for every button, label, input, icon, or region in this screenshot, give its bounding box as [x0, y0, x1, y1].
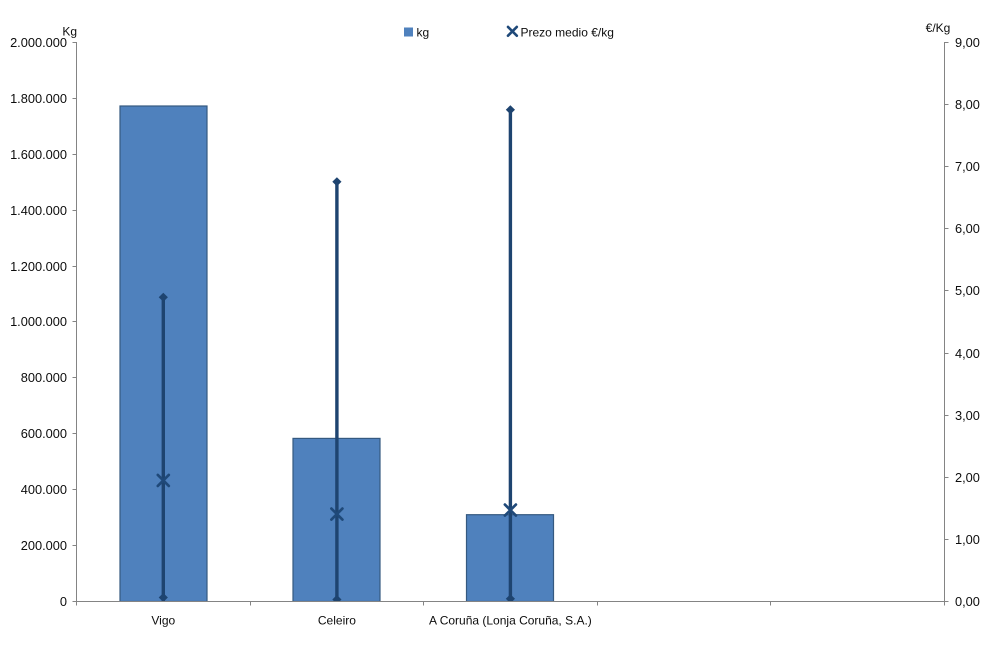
svg-text:1.600.000: 1.600.000: [10, 147, 67, 162]
svg-text:8,00: 8,00: [955, 97, 980, 112]
svg-text:2,00: 2,00: [955, 470, 980, 485]
svg-text:€/Kg: €/Kg: [926, 21, 951, 35]
svg-text:Kg: Kg: [62, 25, 77, 39]
svg-text:3,00: 3,00: [955, 408, 980, 423]
svg-text:800.000: 800.000: [21, 370, 67, 385]
svg-text:2.000.000: 2.000.000: [10, 35, 67, 50]
svg-text:A Coruña (Lonja Coruña, S.A.): A Coruña (Lonja Coruña, S.A.): [429, 614, 592, 628]
svg-text:600.000: 600.000: [21, 426, 67, 441]
svg-text:1,00: 1,00: [955, 532, 980, 547]
svg-text:200.000: 200.000: [21, 538, 67, 553]
svg-text:1.200.000: 1.200.000: [10, 259, 67, 274]
svg-text:6,00: 6,00: [955, 221, 980, 236]
svg-text:1.800.000: 1.800.000: [10, 91, 67, 106]
svg-text:5,00: 5,00: [955, 283, 980, 298]
svg-text:1.400.000: 1.400.000: [10, 203, 67, 218]
svg-text:Vigo: Vigo: [151, 614, 175, 628]
svg-text:9,00: 9,00: [955, 35, 980, 50]
svg-text:Prezo medio €/kg: Prezo medio €/kg: [521, 25, 614, 39]
svg-text:1.000.000: 1.000.000: [10, 314, 67, 329]
svg-text:kg: kg: [417, 25, 430, 39]
svg-text:4,00: 4,00: [955, 346, 980, 361]
svg-text:7,00: 7,00: [955, 159, 980, 174]
svg-text:400.000: 400.000: [21, 482, 67, 497]
svg-text:Celeiro: Celeiro: [318, 614, 356, 628]
svg-text:0: 0: [60, 594, 67, 609]
svg-text:0,00: 0,00: [955, 594, 980, 609]
